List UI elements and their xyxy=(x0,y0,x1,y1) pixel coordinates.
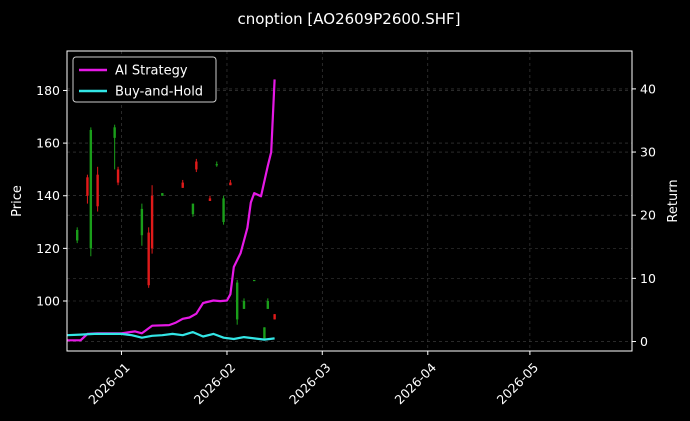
candle-body xyxy=(140,208,144,236)
candle-body xyxy=(181,182,184,188)
y-tick-label-left: 160 xyxy=(36,136,60,151)
candle-body xyxy=(96,174,99,207)
candle-body xyxy=(150,195,154,249)
candle-body xyxy=(191,203,195,215)
y-axis-label-right: Return xyxy=(666,179,681,222)
candle-body xyxy=(86,177,89,196)
candle-body xyxy=(252,279,256,282)
y-tick-label-left: 180 xyxy=(36,83,60,98)
y-tick-label-right: 20 xyxy=(640,208,656,223)
candle-body xyxy=(76,229,79,241)
candle-body xyxy=(263,327,266,341)
candle-body xyxy=(113,127,116,138)
legend-label-ai-strategy: AI Strategy xyxy=(115,64,188,79)
candle-body xyxy=(222,198,225,223)
candle-body xyxy=(195,161,198,170)
y-tick-label-right: 0 xyxy=(640,334,648,349)
candle-body xyxy=(116,169,120,183)
candle-body xyxy=(235,282,239,320)
candlesticks xyxy=(76,124,276,341)
candle-body xyxy=(208,198,212,201)
legend-label-buy-and-hold: Buy-and-Hold xyxy=(115,85,203,100)
y-tick-label-left: 120 xyxy=(36,241,60,256)
candle-body xyxy=(147,232,150,286)
plot-frame xyxy=(66,50,633,352)
y-tick-label-right: 10 xyxy=(640,271,656,286)
candle-body xyxy=(89,129,93,249)
candle-body xyxy=(266,301,270,309)
y-axis-label-left: Price xyxy=(10,185,25,217)
y-tick-label-right: 30 xyxy=(640,145,656,160)
candle-body xyxy=(215,164,218,166)
gridlines xyxy=(67,51,632,351)
series-lines xyxy=(66,79,276,342)
candle-body xyxy=(229,182,232,186)
legend: AI Strategy Buy-and-Hold xyxy=(72,56,217,103)
legend-box xyxy=(72,56,217,103)
y-tick-label-left: 140 xyxy=(36,188,60,203)
series-line-buy-and-hold xyxy=(66,331,275,341)
chart-title: cnoption [AO2609P2600.SHF] xyxy=(237,10,460,28)
candle-body xyxy=(242,301,246,309)
y-tick-label-left: 100 xyxy=(36,294,60,309)
series-line-ai-strategy xyxy=(67,79,276,342)
candle-body xyxy=(273,314,276,320)
candle-body xyxy=(161,193,164,196)
y-tick-label-right: 40 xyxy=(640,81,656,96)
